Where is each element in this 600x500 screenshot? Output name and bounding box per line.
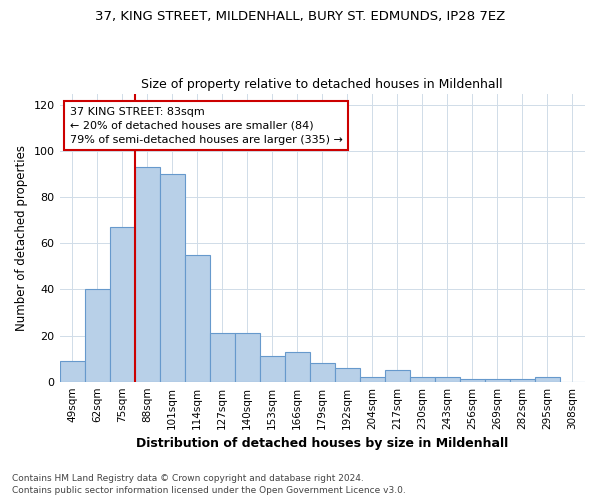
Bar bbox=[435, 377, 460, 382]
Bar bbox=[209, 334, 235, 382]
Bar bbox=[185, 255, 209, 382]
Bar bbox=[59, 361, 85, 382]
Bar bbox=[485, 380, 510, 382]
Bar bbox=[160, 174, 185, 382]
Bar bbox=[335, 368, 360, 382]
Bar bbox=[235, 334, 260, 382]
Text: 37 KING STREET: 83sqm
← 20% of detached houses are smaller (84)
79% of semi-deta: 37 KING STREET: 83sqm ← 20% of detached … bbox=[70, 106, 343, 144]
Bar bbox=[285, 352, 310, 382]
Bar bbox=[460, 380, 485, 382]
Bar bbox=[260, 356, 285, 382]
Text: Contains HM Land Registry data © Crown copyright and database right 2024.
Contai: Contains HM Land Registry data © Crown c… bbox=[12, 474, 406, 495]
Bar bbox=[110, 227, 134, 382]
Title: Size of property relative to detached houses in Mildenhall: Size of property relative to detached ho… bbox=[142, 78, 503, 91]
Bar bbox=[535, 377, 560, 382]
Text: 37, KING STREET, MILDENHALL, BURY ST. EDMUNDS, IP28 7EZ: 37, KING STREET, MILDENHALL, BURY ST. ED… bbox=[95, 10, 505, 23]
Bar bbox=[410, 377, 435, 382]
Bar bbox=[360, 377, 385, 382]
Bar bbox=[85, 290, 110, 382]
Bar bbox=[310, 363, 335, 382]
Bar bbox=[385, 370, 410, 382]
Bar bbox=[134, 168, 160, 382]
X-axis label: Distribution of detached houses by size in Mildenhall: Distribution of detached houses by size … bbox=[136, 437, 508, 450]
Y-axis label: Number of detached properties: Number of detached properties bbox=[15, 144, 28, 330]
Bar bbox=[510, 380, 535, 382]
